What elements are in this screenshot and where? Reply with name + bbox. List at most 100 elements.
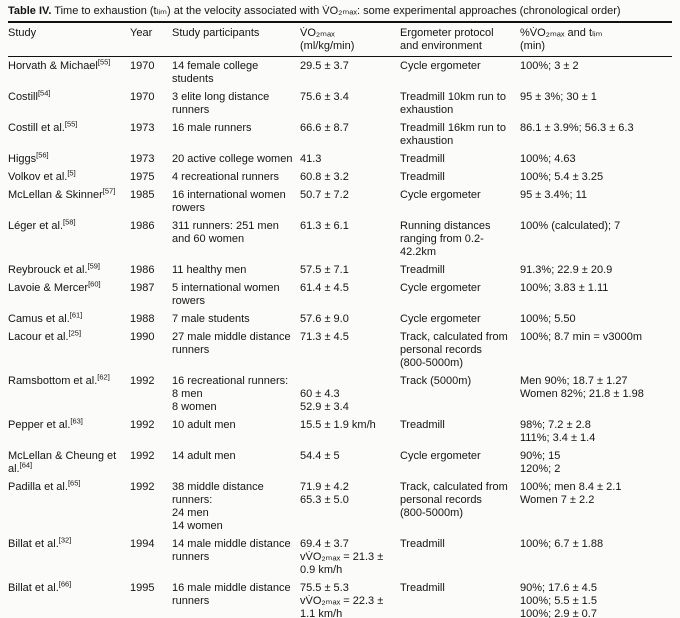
participants-cell: 20 active college women	[172, 153, 293, 165]
table-row: Costill[54] 1970 3 elite long distance r…	[8, 89, 672, 122]
study-name: Ramsbottom et al.	[8, 375, 98, 387]
result-cell: 100% (calculated); 7	[520, 220, 621, 232]
participants-cell: 16 recreational runners: 8 men 8 women	[172, 375, 289, 413]
participants-cell: 11 healthy men	[172, 264, 247, 276]
ergometer-cell: Treadmill	[400, 264, 445, 276]
study-name: Camus et al.	[8, 313, 70, 325]
column-header-participants: Study participants	[172, 23, 300, 57]
study-name: Padilla et al.	[8, 481, 68, 493]
study-name: Lavoie & Mercer	[8, 282, 89, 294]
table-row: Reybrouck et al.[59] 1986 11 healthy men…	[8, 261, 672, 282]
study-cell: Billat et al.[32]	[8, 536, 130, 582]
study-name: Costill et al.	[8, 122, 65, 134]
column-header-ergometer: Ergometer protocol and environment	[400, 23, 520, 57]
reference-superscript: [65]	[67, 478, 81, 488]
reference-superscript: [64]	[19, 460, 33, 470]
table-row: McLellan & Skinner[57] 1985 16 internati…	[8, 186, 672, 220]
participants-cell: 10 adult men	[172, 419, 236, 431]
year-cell: 1992	[130, 419, 155, 431]
header-row: Study Year Study participants V̇O₂ₘₐₓ (m…	[8, 23, 672, 57]
study-cell: Volkov et al.[5]	[8, 169, 130, 189]
reference-superscript: [62]	[97, 372, 110, 382]
reference-superscript: [57]	[102, 186, 116, 196]
reference-superscript: [60]	[88, 279, 101, 289]
column-header-study: Study	[8, 23, 130, 57]
year-cell: 1973	[130, 122, 155, 134]
study-cell: Padilla et al.[65]	[8, 478, 130, 538]
study-name: Léger et al.	[8, 220, 64, 232]
table-header: Study Year Study participants V̇O₂ₘₐₓ (m…	[8, 23, 672, 57]
study-cell: Léger et al.[58]	[8, 218, 130, 264]
top-rule-divider	[8, 21, 672, 23]
year-cell: 1970	[130, 91, 155, 103]
year-cell: 1995	[130, 582, 155, 594]
ergometer-cell: Cycle ergometer	[400, 282, 481, 294]
year-cell: 1986	[130, 220, 155, 232]
ergometer-cell: Cycle ergometer	[400, 60, 481, 72]
reference-superscript: [25]	[68, 328, 82, 338]
year-cell: 1992	[130, 481, 155, 493]
ergometer-cell: Treadmill	[400, 153, 445, 165]
year-cell: 1985	[130, 189, 155, 201]
table-row: Volkov et al.[5] 1975 4 recreational run…	[8, 169, 672, 189]
year-cell: 1990	[130, 331, 155, 343]
result-cell: 100%; 8.7 min = v3000m	[520, 331, 642, 343]
participants-cell: 3 elite long distance runners	[172, 91, 270, 116]
study-cell: McLellan & Skinner[57]	[8, 186, 130, 220]
ergometer-cell: Cycle ergometer	[400, 450, 481, 462]
table-row: Padilla et al.[65] 1992 38 middle distan…	[8, 478, 672, 538]
table-row: Ramsbottom et al.[62] 1992 16 recreation…	[8, 372, 672, 419]
vo2max-cell: 69.4 ± 3.7 vV̇O₂ₘₐₓ = 21.3 ± 0.9 km/h	[300, 538, 384, 576]
reference-superscript: [56]	[36, 150, 49, 160]
column-header-result: %V̇O₂ₘₐₓ and tₗᵢₘ (min)	[520, 23, 672, 57]
table-row: Léger et al.[58] 1986 311 runners: 251 m…	[8, 218, 672, 264]
result-cell: 86.1 ± 3.9%; 56.3 ± 6.3	[520, 122, 634, 134]
study-cell: Higgs[56]	[8, 150, 130, 171]
ergometer-cell: Track (5000m)	[400, 375, 472, 387]
year-cell: 1975	[130, 171, 155, 183]
table-row: Pepper et al.[63] 1992 10 adult men 15.5…	[8, 417, 672, 450]
table-row: Horvath & Michael[55] 1970 14 female col…	[8, 57, 672, 92]
result-cell: Men 90%; 18.7 ± 1.27 Women 82%; 21.8 ± 1…	[520, 375, 644, 400]
participants-cell: 16 male middle distance runners	[172, 582, 291, 607]
participants-cell: 5 international women rowers	[172, 282, 280, 307]
participants-cell: 27 male middle distance runners	[172, 331, 291, 356]
ergometer-cell: Cycle ergometer	[400, 189, 481, 201]
study-name: Horvath & Michael	[8, 60, 98, 72]
result-cell: 100%; 4.63	[520, 153, 576, 165]
result-cell: 100%; 6.7 ± 1.88	[520, 538, 604, 550]
reference-superscript: [61]	[69, 310, 83, 320]
year-cell: 1988	[130, 313, 155, 325]
ergometer-cell: Running distances ranging from 0.2-42.2k…	[400, 220, 491, 258]
result-cell: 100%; men 8.4 ± 2.1 Women 7 ± 2.2	[520, 481, 622, 506]
table-title: Table IV. Time to exhaustion (tₗᵢₘ) at t…	[8, 4, 672, 21]
year-cell: 1973	[130, 153, 155, 165]
vo2max-cell: 71.9 ± 4.2 65.3 ± 5.0	[300, 481, 349, 506]
year-cell: 1994	[130, 538, 155, 550]
participants-cell: 311 runners: 251 men and 60 women	[172, 220, 279, 245]
study-name: Higgs	[8, 153, 37, 165]
study-name: Lacour et al.	[8, 331, 69, 343]
participants-cell: 16 international women rowers	[172, 189, 286, 214]
vo2max-cell: 60.8 ± 3.2	[300, 171, 349, 183]
reference-superscript: [59]	[87, 261, 100, 271]
result-cell: 91.3%; 22.9 ± 20.9	[520, 264, 613, 276]
participants-cell: 7 male students	[172, 313, 250, 325]
study-name: Reybrouck et al.	[8, 264, 88, 276]
study-cell: McLellan & Cheung et al.[64]	[8, 450, 130, 481]
data-table: Study Year Study participants V̇O₂ₘₐₓ (m…	[8, 23, 672, 618]
study-name: Billat et al.	[8, 538, 59, 550]
ergometer-cell: Treadmill 10km run to exhaustion	[400, 91, 506, 116]
result-cell: 95 ± 3.4%; 11	[520, 189, 587, 201]
reference-superscript: [55]	[64, 119, 78, 129]
result-cell: 100%; 3.83 ± 1.11	[520, 282, 609, 294]
year-cell: 1987	[130, 282, 155, 294]
result-cell: 98%; 7.2 ± 2.8 111%; 3.4 ± 1.4	[520, 419, 596, 444]
ergometer-cell: Treadmill 16km run to exhaustion	[400, 122, 506, 147]
ergometer-cell: Treadmill	[400, 538, 445, 550]
study-name: Pepper et al.	[8, 419, 71, 431]
result-cell: 100%; 5.50	[520, 313, 576, 325]
study-cell: Costill[54]	[8, 89, 130, 122]
result-cell: 90%; 17.6 ± 4.5 100%; 5.5 ± 1.5 100%; 2.…	[520, 582, 597, 618]
ergometer-cell: Treadmill	[400, 419, 445, 431]
